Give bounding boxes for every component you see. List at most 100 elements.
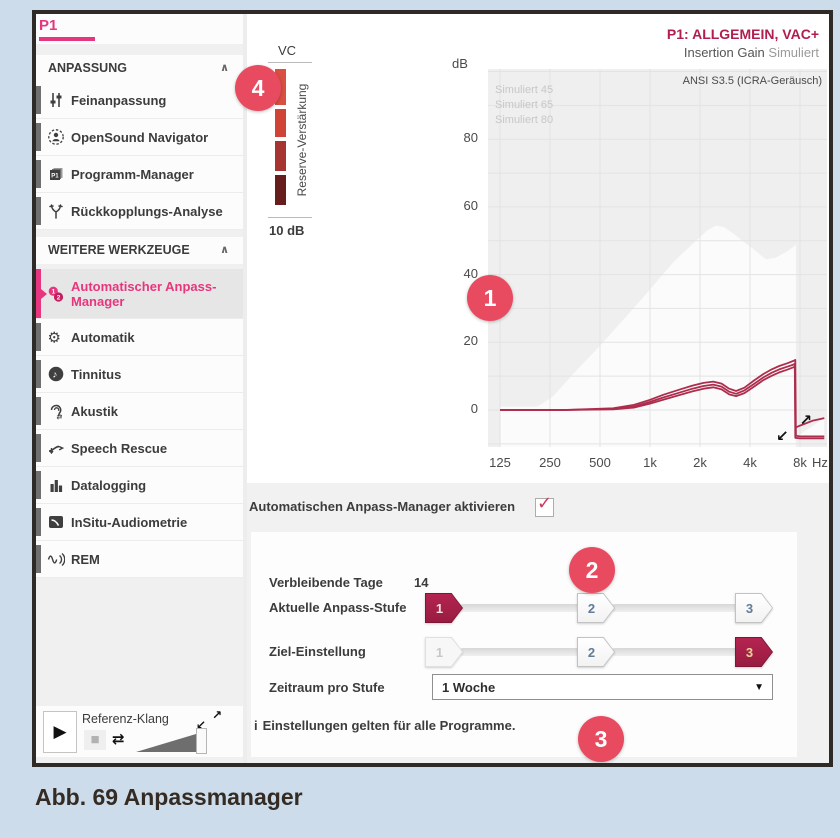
chevron-up-icon[interactable]: ∧	[220, 62, 229, 74]
play-button[interactable]: ▶	[43, 711, 77, 753]
svg-text:2: 2	[57, 294, 61, 301]
sidebar-item-automatik[interactable]: ⚙ Automatik	[36, 319, 243, 356]
chevron-up-icon[interactable]: ∧	[220, 244, 229, 256]
volume-ramp[interactable]	[136, 734, 196, 752]
sidebar-item-rem[interactable]: REM	[36, 541, 243, 578]
sidebar-item-programm-manager[interactable]: P1 Programm-Manager	[36, 156, 243, 193]
legend-entry: Simuliert 45	[495, 84, 554, 96]
sidebar-item-tinnitus[interactable]: ♪ Tinnitus	[36, 356, 243, 393]
aktuelle-anpass-stufe-step-2[interactable]: 2	[577, 593, 615, 623]
x-axis-unit-label: Hz	[812, 455, 828, 470]
svg-text:1: 1	[52, 288, 56, 295]
x-tick-label: 250	[539, 455, 561, 470]
sidebar-item-rueckkopplungs-analyse[interactable]: Rückkopplungs-Analyse	[36, 193, 243, 230]
aktuelle-anpass-stufe-step-3[interactable]: 3	[735, 593, 773, 623]
wave-ear-icon	[45, 550, 67, 568]
sidebar-item-akustik[interactable]: ⇄ Akustik	[36, 393, 243, 430]
stop-button[interactable]: ■	[84, 730, 106, 750]
sidebar-item-label: Tinnitus	[71, 366, 122, 382]
sidebar-item-opensound-navigator[interactable]: OpenSound Navigator	[36, 119, 243, 156]
info-row: i Einstellungen gelten für alle Programme…	[254, 718, 515, 733]
sidebar-item-label: OpenSound Navigator	[71, 129, 209, 145]
sidebar-item-label: REM	[71, 551, 100, 567]
ziel-einstellung-step-2[interactable]: 2	[577, 637, 615, 667]
programs-icon: P1	[45, 165, 67, 183]
anpass-manager-settings: Automatischen Anpass-Manager aktivieren …	[247, 483, 829, 763]
ziel-einstellung-step-3[interactable]: 3	[735, 637, 773, 667]
ziel-einstellung-step-1[interactable]: 1	[425, 637, 463, 667]
activate-checkbox[interactable]: ✓	[535, 493, 554, 517]
sidebar-item-speech-rescue[interactable]: Speech Rescue	[36, 430, 243, 467]
sidebar-gap	[36, 44, 243, 55]
head-note-icon: ♪	[45, 365, 67, 383]
checkmark-icon: ✓	[537, 493, 553, 513]
vc-divider-bottom	[268, 217, 312, 218]
volume-slider-handle[interactable]	[196, 728, 207, 754]
vc-divider-top	[268, 62, 312, 63]
sidebar-item-label: Automatischer Anpass- Manager	[71, 278, 217, 309]
main-area: P1: ALLGEMEIN, VAC+ Insertion Gain Simul…	[247, 14, 829, 763]
activate-checkbox-label: Automatischen Anpass-Manager aktivieren	[249, 499, 516, 514]
insertion-gain-chart	[488, 69, 827, 448]
vc-axis-label: Reserve-Verstärkung	[295, 83, 309, 197]
sidebar-item-datalogging[interactable]: Datalogging	[36, 467, 243, 504]
figure-caption: Abb. 69 Anpassmanager	[35, 784, 303, 810]
y-tick-label: 80	[463, 130, 478, 146]
period-dropdown[interactable]: 1 Woche ▼	[432, 674, 773, 700]
settings-panel: Verbleibende Tage 14 Aktuelle Anpass-Stu…	[251, 532, 797, 757]
period-label: Zeitraum pro Stufe	[269, 680, 385, 695]
section-header-weitere-werkzeuge[interactable]: WEITERE WERKZEUGE ∧	[36, 237, 243, 264]
tab-p1[interactable]: P1	[39, 17, 58, 34]
expand-chart-icon[interactable]: ↗ ↙	[776, 411, 816, 445]
x-tick-label: 2k	[693, 455, 707, 470]
aktuelle-anpass-stufe-step-1[interactable]: 1	[425, 593, 463, 623]
y-tick-label: 0	[470, 401, 478, 416]
sidebar-item-feinanpassung[interactable]: Feinanpassung	[36, 82, 243, 119]
aktuelle-anpass-stufe-track[interactable]	[611, 604, 739, 612]
gear-icon: ⚙	[45, 328, 67, 347]
chart-subtitle: Insertion Gain Simuliert	[684, 45, 819, 60]
sidebar-item-label: Akustik	[71, 403, 118, 419]
svg-text:♪: ♪	[53, 370, 58, 381]
person-circle-icon	[45, 128, 67, 146]
section-items: Feinanpassung OpenSound Navigator P1 Prog…	[36, 82, 243, 230]
period-value: 1 Woche	[442, 680, 496, 695]
x-tick-label: 4k	[743, 455, 757, 470]
sidebar-item-label: Feinanpassung	[71, 92, 167, 108]
ziel-einstellung-label: Ziel-Einstellung	[269, 644, 366, 659]
ziel-einstellung-track[interactable]	[459, 648, 581, 656]
vc-axis: Reserve-Verstärkung	[287, 66, 309, 216]
annotation-badge-3: 3	[578, 716, 624, 762]
sidebar-item-label: InSitu-Audiometrie	[71, 514, 188, 530]
sidebar: P1 ANPASSUNG ∧ Feinanpassung OpenSound N…	[36, 14, 243, 763]
remaining-days-label: Verbleibende Tage	[269, 575, 383, 590]
ziel-einstellung-track[interactable]	[611, 648, 739, 656]
loop-button[interactable]: ⇄	[112, 731, 125, 748]
arrow-ne-icon: ↗	[799, 412, 812, 429]
vc-bar-segment	[275, 141, 286, 171]
x-tick-label: 1k	[643, 455, 657, 470]
step-number: 3	[736, 638, 772, 666]
aktuelle-anpass-stufe-label: Aktuelle Anpass-Stufe	[269, 600, 407, 615]
sliders-icon	[45, 91, 67, 109]
expand-player-icon[interactable]: ↗ ↙	[196, 708, 222, 732]
aktuelle-anpass-stufe-track[interactable]	[459, 604, 581, 612]
chart-annotation: ANSI S3.5 (ICRA-Geräusch)	[682, 75, 822, 87]
sidebar-item-label: Programm-Manager	[71, 166, 194, 182]
step-number: 3	[736, 594, 772, 622]
vc-scale-label: 10 dB	[269, 223, 305, 238]
step-number: 1	[426, 638, 462, 666]
sidebar-item-insitu-audiometrie[interactable]: InSitu-Audiometrie	[36, 504, 243, 541]
tab-p1-underline	[39, 37, 95, 41]
annotation-badge-2: 2	[569, 547, 615, 593]
vc-label: VC	[278, 43, 297, 58]
chart-title: P1: ALLGEMEIN, VAC+	[666, 26, 819, 42]
step-number: 2	[578, 594, 614, 622]
program-tab-row: P1	[36, 14, 243, 44]
arrow-sw-icon: ↙	[776, 428, 789, 445]
arrow-sw-icon: ↙	[196, 718, 207, 732]
section-header-label: ANPASSUNG	[48, 61, 127, 75]
legend-entry: Simuliert 80	[495, 114, 554, 126]
section-header-anpassung[interactable]: ANPASSUNG ∧	[36, 55, 243, 82]
